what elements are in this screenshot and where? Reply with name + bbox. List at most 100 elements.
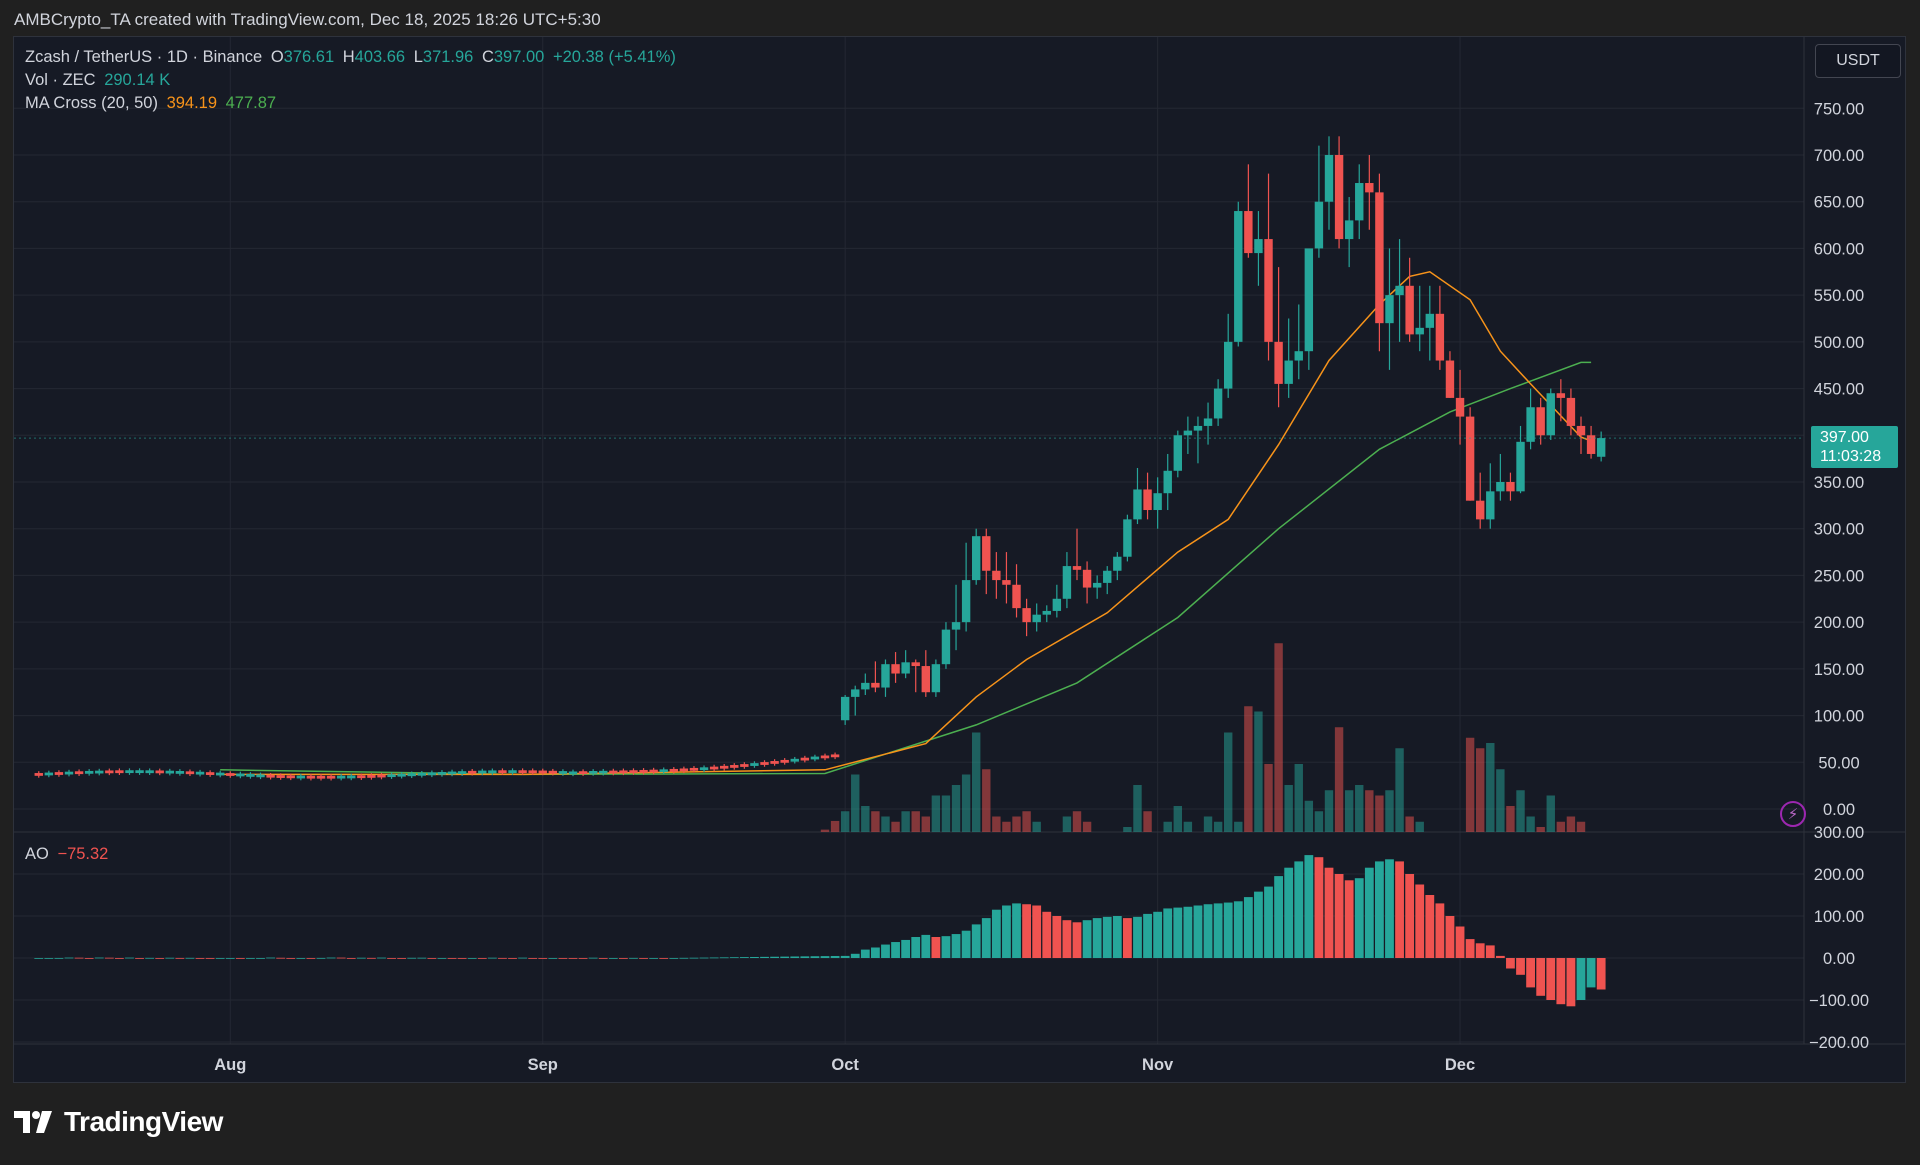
candle-body xyxy=(578,771,588,775)
candle-body xyxy=(1556,393,1566,398)
tradingview-logo[interactable]: TradingView xyxy=(14,1106,223,1138)
candle-body xyxy=(1213,388,1223,419)
ao-bar xyxy=(760,956,769,958)
candle-body xyxy=(397,773,406,777)
currency-button[interactable]: USDT xyxy=(1815,44,1901,78)
volume-bar xyxy=(1506,806,1515,832)
ao-bar xyxy=(1042,911,1052,958)
candle-body xyxy=(1465,416,1475,501)
volume-bar xyxy=(1173,806,1182,832)
last-price-value: 397.00 xyxy=(1820,429,1869,446)
candle-body xyxy=(306,775,316,779)
ao-tick-label: −200.00 xyxy=(1809,1034,1869,1052)
ao-bar xyxy=(840,955,850,958)
volume-bar xyxy=(1022,811,1031,832)
ao-bar xyxy=(447,958,457,959)
ao-bar xyxy=(901,939,911,958)
candle-body xyxy=(276,775,285,778)
candle-body xyxy=(1092,582,1102,588)
ma20-value: 394.19 xyxy=(166,94,218,112)
candle-body xyxy=(357,775,366,779)
candle-body xyxy=(659,769,668,773)
ao-bar xyxy=(750,956,759,958)
ao-bar xyxy=(94,957,104,959)
ao-bar xyxy=(790,956,800,958)
ao-bar xyxy=(356,957,366,959)
volume-bar xyxy=(1072,811,1082,832)
price-tick-label: 500.00 xyxy=(1814,334,1864,352)
candle-body xyxy=(1123,519,1132,557)
lightning-icon[interactable]: ⚡ xyxy=(1780,801,1806,827)
candle-body xyxy=(1375,192,1384,324)
ao-bar xyxy=(1062,920,1072,958)
volume-bar xyxy=(1082,821,1092,832)
ao-bar xyxy=(1072,922,1082,958)
ao-tick-label: 100.00 xyxy=(1814,908,1864,926)
volume-bar xyxy=(1365,790,1374,832)
candle-body xyxy=(629,770,638,774)
chart-canvas[interactable]: 0.00 50.00 100.00 150.00 200.00 250.00 300.00 3… xyxy=(14,37,1905,1082)
volume-bar xyxy=(891,821,900,832)
volume-bar xyxy=(992,816,1001,832)
candle-body xyxy=(518,770,527,774)
ao-bar xyxy=(1405,874,1415,958)
volume-bar xyxy=(881,816,890,832)
candle-body xyxy=(185,771,195,775)
ao-bar xyxy=(921,934,931,958)
price-tick-label: 300.00 xyxy=(1814,521,1864,539)
candle-body xyxy=(367,775,376,778)
candle-body xyxy=(1163,470,1172,494)
price-tick-label: 750.00 xyxy=(1814,100,1864,118)
ao-bar xyxy=(679,957,689,959)
candle-body xyxy=(972,536,981,581)
volume-bar xyxy=(840,811,850,832)
chart-frame[interactable]: 0.00 50.00 100.00 150.00 200.00 250.00 300.00 3… xyxy=(13,36,1906,1083)
volume-bar xyxy=(931,795,941,832)
volume-bar xyxy=(1516,790,1525,832)
volume-bar xyxy=(1213,821,1223,832)
ao-bar xyxy=(739,957,749,958)
ao-bar xyxy=(1395,861,1404,958)
ao-bar xyxy=(487,957,497,959)
ao-bar xyxy=(1203,904,1213,958)
candle-body xyxy=(951,622,961,630)
candle-body xyxy=(226,773,235,776)
ma-cross-label[interactable]: MA Cross (20, 50) xyxy=(25,94,158,112)
ao-bar xyxy=(477,958,487,959)
candle-body xyxy=(528,770,537,774)
volume-bar xyxy=(851,774,860,832)
ao-value: −75.32 xyxy=(57,845,109,863)
ao-bar xyxy=(498,957,507,959)
ao-bar xyxy=(619,958,628,959)
ao-bar xyxy=(1294,861,1304,958)
ao-bar xyxy=(1445,916,1455,958)
candle-body xyxy=(982,536,991,571)
candle-body xyxy=(1183,430,1193,436)
tradingview-logo-icon xyxy=(14,1111,52,1133)
low-value: 371.96 xyxy=(422,48,474,66)
candle-body xyxy=(840,696,850,721)
candle-body xyxy=(1586,435,1596,454)
candle-body xyxy=(911,662,920,667)
candle-body xyxy=(790,758,799,762)
ao-bar xyxy=(871,947,880,958)
volume-bar xyxy=(1324,790,1334,832)
ao-bar xyxy=(689,957,699,959)
candle-body xyxy=(1113,556,1122,571)
ao-bar xyxy=(1183,906,1193,958)
ma-cross-legend: MA Cross (20, 50) 394.19 477.87 xyxy=(25,94,280,113)
ao-bar xyxy=(1354,878,1364,958)
ao-bar xyxy=(135,958,144,959)
symbol-title[interactable]: Zcash / TetherUS · 1D · Binance xyxy=(25,48,263,66)
price-tick-label: 450.00 xyxy=(1814,381,1864,399)
candle-body xyxy=(1546,393,1555,436)
ao-label[interactable]: AO xyxy=(25,845,49,863)
time-tick-label: Dec xyxy=(1445,1056,1475,1074)
candle-body xyxy=(437,771,447,775)
candle-body xyxy=(1002,580,1011,585)
candle-body xyxy=(599,770,608,774)
ao-bar xyxy=(961,930,971,958)
volume-label[interactable]: Vol · ZEC xyxy=(25,71,96,89)
candle-body xyxy=(1042,610,1051,615)
candle-body xyxy=(1062,566,1072,599)
